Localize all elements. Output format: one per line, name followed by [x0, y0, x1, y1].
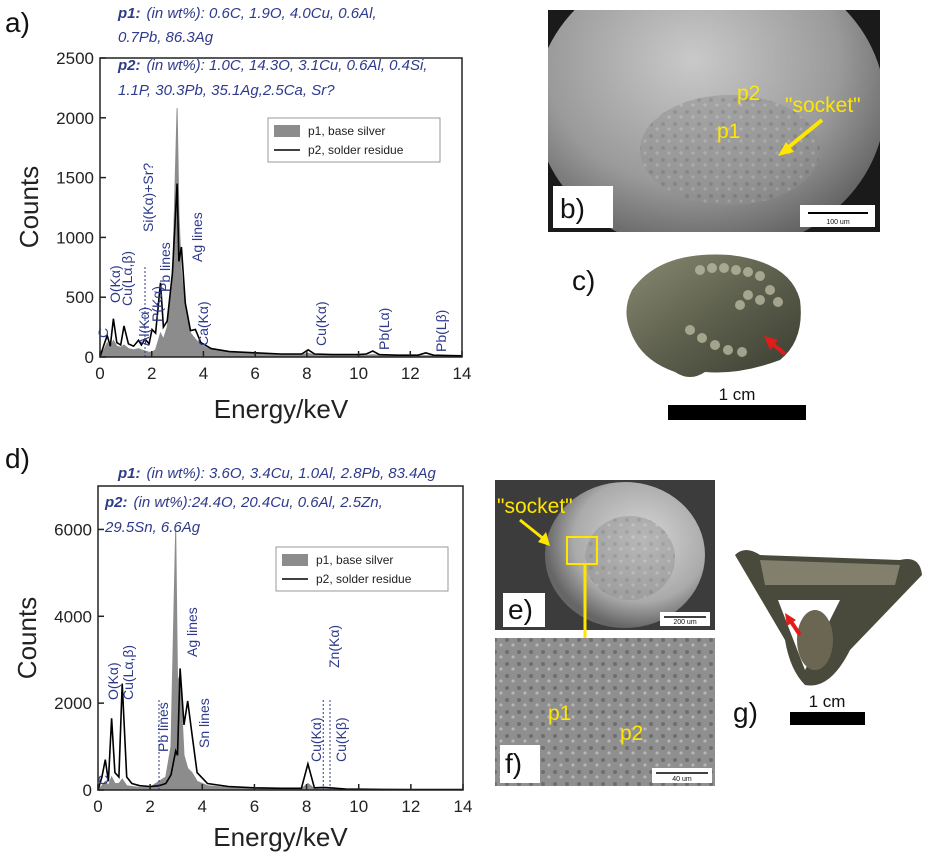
panel-label: b) — [560, 193, 585, 224]
x-tick-label: 10 — [349, 364, 368, 383]
x-tick-label: 6 — [250, 364, 259, 383]
legend-label: p2, solder residue — [316, 572, 412, 586]
scale-label: 100 um — [826, 219, 850, 226]
composition-text: 29.5Sn, 6.6Ag — [104, 519, 201, 536]
composition-label: p2: — [117, 57, 141, 74]
y-tick-label: 0 — [85, 348, 94, 367]
x-tick-label: 12 — [401, 364, 420, 383]
peak-label: Zn(Kα) — [326, 625, 342, 668]
y-tick-label: 2000 — [56, 109, 94, 128]
peak-label: Cu(Kβ) — [333, 717, 349, 762]
composition-text: (in wt%): 3.6O, 3.4Cu, 1.0Al, 2.8Pb, 83.… — [147, 465, 437, 482]
panel-label: c) — [572, 265, 595, 296]
x-tick-label: 8 — [302, 797, 311, 816]
x-tick-label: 6 — [250, 797, 259, 816]
peak-label: Pb(Lβ) — [433, 310, 449, 352]
x-tick-label: 14 — [454, 797, 473, 816]
composition-text: 1.1P, 30.3Pb, 35.1Ag,2.5Ca, Sr? — [118, 82, 335, 99]
peak-label: Pb lines — [157, 242, 173, 292]
peak-label: Ca(Kα) — [195, 301, 211, 346]
peak-label: Ag lines — [184, 607, 200, 657]
peak-label: Cu(Kα) — [308, 717, 324, 762]
panel-label: a) — [5, 7, 30, 38]
x-tick-label: 2 — [145, 797, 154, 816]
composition: p1: (in wt%): 3.6O, 3.4Cu, 1.0Al, 2.8Pb, … — [117, 465, 436, 482]
y-tick-label: 4000 — [54, 607, 92, 626]
panel-label: g) — [733, 697, 758, 728]
composition: p2: (in wt%): 1.0C, 14.3O, 3.1Cu, 0.6Al, … — [117, 57, 427, 74]
image-e: "socket" e) 200 um — [495, 480, 715, 630]
peak-label: O(Kα) — [105, 662, 121, 700]
peak-label: Cu(Lα,β) — [119, 251, 135, 306]
image-label: "socket" — [785, 94, 861, 117]
composition-label: p2: — [104, 494, 128, 511]
image-f: p1 p2 f) 40 um — [495, 638, 715, 786]
composition-text: 0.7Pb, 86.3Ag — [118, 29, 214, 46]
peak-label: C — [95, 328, 111, 338]
legend-label: p1, base silver — [308, 124, 385, 138]
y-tick-label: 500 — [66, 288, 94, 307]
image-b: p2 p1 "socket" b) 100 um — [535, 0, 885, 255]
panel-label: e) — [508, 594, 533, 625]
scale-label: 1 cm — [809, 692, 846, 711]
composition-label: p1: — [117, 465, 141, 482]
image-g: g) 1 cm — [733, 550, 922, 728]
y-tick-label: 2500 — [56, 49, 94, 68]
spectrum-line — [98, 668, 463, 790]
y-tick-label: 1000 — [56, 228, 94, 247]
peak-label: Cu(Kα) — [313, 301, 329, 346]
peak-label: Si(Kα)+Sr? — [140, 163, 156, 232]
legend-swatch — [282, 554, 308, 566]
x-tick-label: 0 — [95, 364, 104, 383]
scale-label: 200 um — [673, 619, 697, 626]
x-tick-label: 2 — [147, 364, 156, 383]
composition: p2: (in wt%):24.4O, 20.4Cu, 0.6Al, 2.5Zn, — [104, 494, 383, 511]
x-tick-label: 14 — [453, 364, 472, 383]
peak-label: C — [95, 775, 111, 785]
scale-label: 1 cm — [719, 385, 756, 404]
peak-label: Ag lines — [189, 212, 205, 262]
peak-label: Cu(Lα,β) — [120, 645, 136, 700]
composition-label: p1: — [117, 5, 141, 22]
x-axis-label: Energy/keV — [213, 822, 348, 852]
image-label: "socket" — [497, 495, 573, 518]
x-tick-label: 0 — [93, 797, 102, 816]
image-label: p1 — [548, 702, 571, 725]
y-axis-label: Counts — [12, 597, 42, 679]
x-tick-label: 12 — [401, 797, 420, 816]
composition-text: (in wt%): 0.6C, 1.9O, 4.0Cu, 0.6Al, — [147, 5, 377, 22]
figure: p2 p1 "socket" b) 100 um c) 1 cm "socket… — [0, 0, 930, 858]
legend-swatch — [274, 125, 300, 137]
y-tick-label: 1500 — [56, 169, 94, 188]
panel-label: f) — [505, 748, 522, 779]
image-label: p1 — [717, 120, 740, 143]
peak-label: Pb(Lα) — [376, 308, 392, 350]
y-tick-label: 2000 — [54, 694, 92, 713]
image-c: c) 1 cm — [572, 254, 806, 420]
scale-label: 40 um — [672, 776, 692, 783]
composition-text: (in wt%):24.4O, 20.4Cu, 0.6Al, 2.5Zn, — [134, 494, 383, 511]
legend-label: p1, base silver — [316, 553, 393, 567]
peak-label: Sn lines — [196, 698, 212, 748]
panel-label: d) — [5, 443, 30, 474]
x-tick-label: 8 — [302, 364, 311, 383]
y-tick-label: 0 — [83, 781, 92, 800]
x-tick-label: 4 — [198, 797, 207, 816]
image-label: p2 — [737, 82, 760, 105]
x-axis-label: Energy/keV — [214, 394, 349, 424]
peak-label: Pb lines — [155, 702, 171, 752]
composition-text: (in wt%): 1.0C, 14.3O, 3.1Cu, 0.6Al, 0.4… — [147, 57, 428, 74]
x-tick-label: 10 — [349, 797, 368, 816]
x-tick-label: 4 — [199, 364, 208, 383]
y-axis-label: Counts — [14, 166, 44, 248]
composition: p1: (in wt%): 0.6C, 1.9O, 4.0Cu, 0.6Al, — [117, 5, 377, 22]
legend-label: p2, solder residue — [308, 143, 404, 157]
image-label: p2 — [620, 722, 643, 745]
y-tick-label: 6000 — [54, 520, 92, 539]
